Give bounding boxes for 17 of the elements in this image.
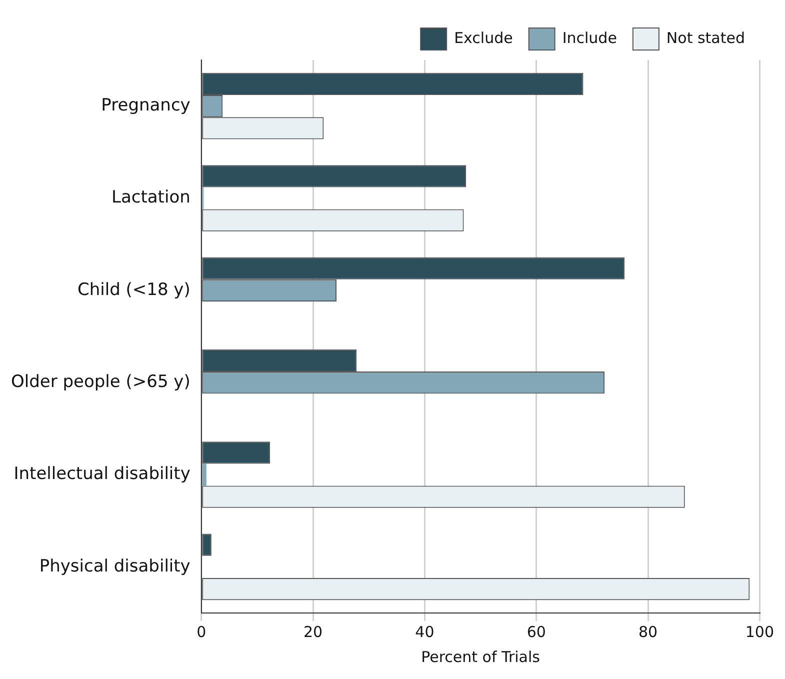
y-tick-label: Lactation (111, 188, 190, 208)
x-tick-label: 100 (745, 622, 774, 641)
y-tick-label: Physical disability (39, 556, 190, 576)
legend-label: Exclude (454, 28, 513, 47)
y-tick-label: Intellectual disability (14, 464, 190, 484)
legend-label: Not stated (666, 28, 746, 47)
x-tick-label: 60 (526, 622, 546, 641)
x-tick-label: 40 (415, 622, 434, 641)
y-tick-label: Older people (>65 y) (10, 372, 190, 392)
y-tick-label: Child (<18 y) (77, 280, 190, 300)
x-axis-title: Percent of Trials (421, 648, 540, 666)
x-tick-label: 0 (196, 622, 206, 641)
legend-label: Include (562, 28, 617, 47)
x-tick-label: 80 (638, 622, 658, 641)
x-tick-label: 20 (303, 622, 323, 641)
bar (202, 464, 206, 486)
y-tick-label: Pregnancy (101, 96, 190, 116)
